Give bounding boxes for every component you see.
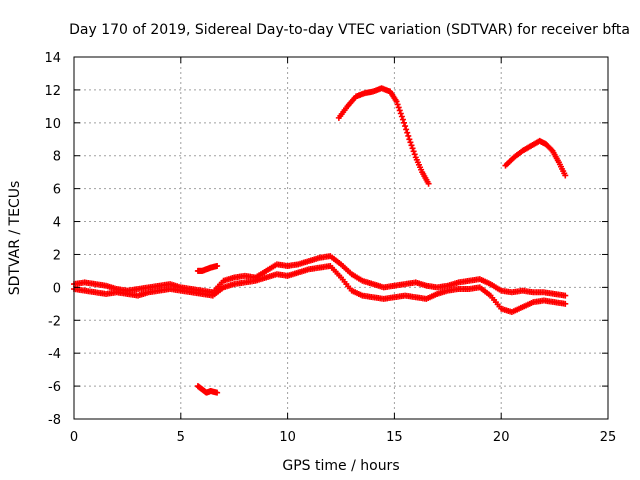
y-tick-label: 6 xyxy=(53,183,61,198)
series-group xyxy=(194,383,221,396)
series-layer xyxy=(71,85,569,396)
y-tick-label: -8 xyxy=(48,413,61,428)
data-point xyxy=(214,389,221,396)
data-point xyxy=(401,119,408,126)
data-point xyxy=(397,110,404,117)
x-tick-label: 25 xyxy=(600,430,617,445)
data-point xyxy=(402,123,409,130)
x-tick-label: 10 xyxy=(279,430,296,445)
x-tick-label: 20 xyxy=(493,430,510,445)
x-tick-label: 5 xyxy=(177,430,185,445)
y-tick-label: 4 xyxy=(53,216,61,231)
data-point xyxy=(408,142,415,149)
y-tick-label: 8 xyxy=(53,150,61,165)
data-point xyxy=(562,172,569,179)
y-tick-label: -4 xyxy=(48,347,61,362)
series-group xyxy=(502,137,569,179)
data-point xyxy=(399,116,406,123)
x-axis-title: GPS time / hours xyxy=(282,458,399,474)
series-group xyxy=(71,262,569,316)
data-point xyxy=(403,126,410,133)
data-point xyxy=(394,101,401,108)
x-tick-label: 15 xyxy=(386,430,403,445)
data-point xyxy=(214,262,221,269)
x-tick-label: 0 xyxy=(70,430,78,445)
y-tick-label: -6 xyxy=(48,380,61,395)
data-point xyxy=(425,180,432,187)
data-point xyxy=(395,104,402,111)
plot-frame xyxy=(73,56,609,420)
data-point xyxy=(393,98,400,105)
data-point xyxy=(406,136,413,143)
data-point xyxy=(404,129,411,136)
data-point xyxy=(409,145,416,152)
data-point xyxy=(411,151,418,158)
y-axis-title: SDTVAR / TECUs xyxy=(7,181,23,296)
data-point xyxy=(405,132,412,139)
data-point xyxy=(562,292,569,299)
y-tick-label: -2 xyxy=(48,314,61,329)
y-tick-label: 2 xyxy=(53,248,61,263)
data-point xyxy=(396,107,403,114)
chart-title: Day 170 of 2019, Sidereal Day-to-day VTE… xyxy=(69,22,630,38)
series-group xyxy=(194,262,221,274)
data-point xyxy=(410,148,417,155)
data-point xyxy=(407,139,414,146)
axis-ticks: 0 5 10 15 20 25 -8 -6 -4 -2 0 2 4 6 8 10 12 14 xyxy=(44,51,616,445)
data-point xyxy=(562,300,569,307)
data-point xyxy=(398,113,405,120)
y-tick-label: 12 xyxy=(44,84,61,99)
data-point xyxy=(548,146,555,153)
y-tick-label: 14 xyxy=(44,51,61,66)
series-group xyxy=(335,85,432,187)
y-tick-label: 0 xyxy=(53,281,61,296)
y-tick-label: 10 xyxy=(44,117,61,132)
grid xyxy=(74,57,608,419)
